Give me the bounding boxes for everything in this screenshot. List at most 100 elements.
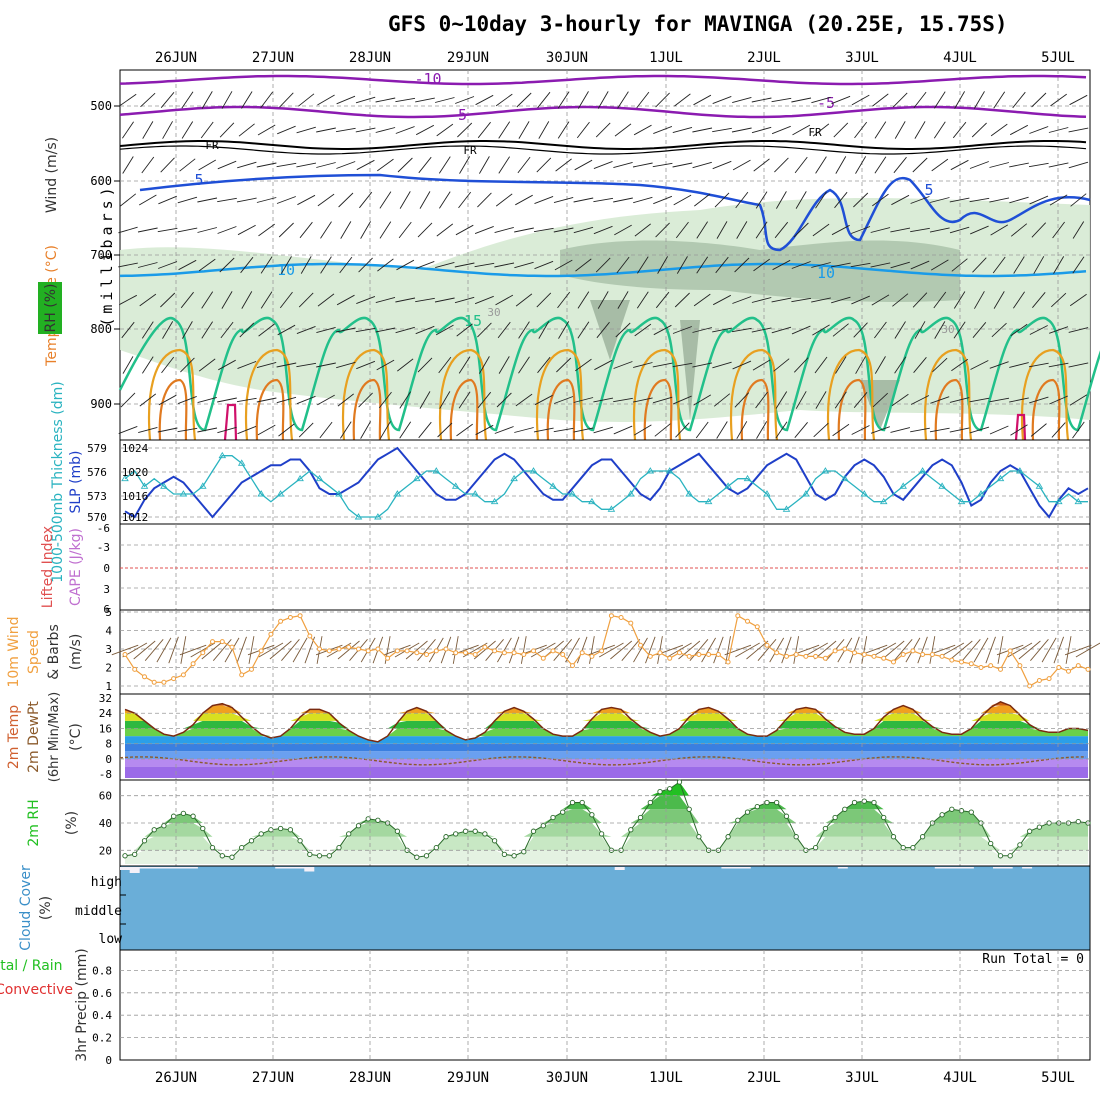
wind-speed-point — [754, 624, 760, 630]
rh-point — [462, 828, 469, 834]
wind-barb — [355, 327, 376, 333]
wind-barb — [1010, 223, 1028, 237]
wind-barb — [276, 196, 296, 204]
rh-point — [832, 814, 838, 821]
wind-barb — [1070, 193, 1087, 207]
wind-barb-10m — [645, 636, 656, 664]
wind-barb — [1010, 323, 1028, 337]
wind-barb — [776, 191, 787, 209]
wind-barb — [636, 91, 650, 109]
contour-label: 30 — [487, 306, 500, 319]
wind-barb — [221, 91, 233, 109]
wind-barb — [1052, 221, 1065, 239]
wind-barb-10m — [269, 640, 292, 660]
thickness-point — [529, 467, 538, 474]
wind-label: Wind (m/s) — [44, 137, 60, 213]
wind-speed-point — [404, 648, 410, 654]
thickness-label: 1000-500mb Thickness (dm) — [50, 381, 66, 582]
cape-grid — [120, 524, 1090, 610]
wind-barb — [340, 421, 352, 439]
rh-point — [637, 814, 644, 821]
wind-barb — [951, 258, 968, 272]
wind-barb — [555, 158, 572, 172]
thickness-point — [510, 474, 518, 482]
wind-barb-10m — [179, 644, 207, 656]
wind-barb — [397, 157, 413, 173]
wind-speed-point — [1075, 663, 1081, 669]
wind-barb — [715, 256, 729, 274]
wind-barb-10m — [180, 636, 187, 664]
wind-barb — [418, 156, 432, 174]
cloud-units-label: (%) — [38, 896, 54, 920]
wind-barb-10m — [473, 640, 496, 660]
rh-point — [754, 803, 760, 810]
wind-barb — [434, 97, 455, 103]
wind-speed-point — [803, 653, 809, 659]
wind-barb-10m — [337, 640, 360, 660]
thickness-point — [140, 482, 149, 489]
wind-barb-10m — [689, 639, 709, 661]
thickness-tick-label: 573 — [87, 490, 107, 503]
wind-barb — [237, 161, 257, 169]
run-total: Run Total = 0 — [982, 952, 1084, 967]
cloud-level-label: low — [99, 932, 123, 947]
wind-barb — [260, 291, 273, 309]
wind-barb — [415, 297, 435, 303]
wind-barb — [771, 97, 792, 103]
wind-barb-10m — [973, 637, 989, 663]
precip-grid — [120, 950, 1090, 1060]
wind-barb — [296, 126, 316, 134]
rh-point — [725, 834, 731, 840]
wind-barb — [415, 260, 435, 270]
temp-tick-label: 16 — [99, 722, 112, 735]
wind-barb — [573, 197, 594, 203]
wind-barb — [279, 291, 293, 309]
wind-barb — [355, 127, 376, 133]
wind-barb — [597, 291, 609, 309]
wind-barb — [834, 191, 848, 209]
date-label-bottom: 28JUN — [349, 1070, 391, 1086]
wind-barb — [553, 427, 574, 433]
wind-barb — [377, 158, 394, 172]
slp-ticks: 579 576 573 570 1024 1020 1016 1012 — [87, 442, 149, 524]
wind-barb — [751, 297, 772, 303]
rh-shading-core — [560, 240, 960, 302]
wind-barb — [379, 191, 392, 209]
wind-barb — [217, 226, 237, 234]
cape-panel: -6 -3 0 3 6 Lifted Index CAPE (J/kg) — [40, 522, 1091, 616]
freezing-line-2 — [119, 145, 1087, 155]
wind-speed-point — [219, 639, 225, 645]
wind-barb — [197, 227, 218, 233]
rh-point — [1017, 842, 1023, 848]
wind-speed-point — [1066, 668, 1071, 674]
wind-barb — [1013, 256, 1025, 274]
wind-barb — [794, 422, 808, 438]
wind-barb — [831, 95, 851, 105]
rh-band — [125, 823, 1088, 837]
wind-barb — [536, 292, 552, 308]
rh-point — [744, 809, 751, 815]
wind-barb — [340, 221, 352, 239]
cloud-clear-bar — [740, 867, 751, 869]
temp-band — [125, 766, 1088, 778]
thickness-point — [646, 467, 655, 474]
wind-barb-10m — [678, 640, 701, 660]
wind-barb — [850, 262, 871, 268]
contour-label: -5 — [449, 106, 467, 124]
thickness-point — [821, 467, 830, 474]
rh-point — [1026, 828, 1033, 834]
thickness-point — [432, 467, 441, 474]
wind-barb — [436, 223, 454, 237]
wind-barb-10m — [520, 636, 527, 664]
rh-point — [910, 844, 916, 851]
wind-barb — [1013, 291, 1025, 309]
wind-barb — [554, 259, 573, 271]
wind-barb — [336, 161, 356, 169]
wind-barb — [675, 422, 690, 438]
contour-label: FR — [463, 144, 477, 157]
thickness-point — [160, 482, 168, 489]
wind-barb — [556, 357, 572, 373]
temp-band — [125, 713, 1088, 721]
wind-barb — [751, 327, 772, 333]
wind-barb-10m — [111, 644, 139, 656]
